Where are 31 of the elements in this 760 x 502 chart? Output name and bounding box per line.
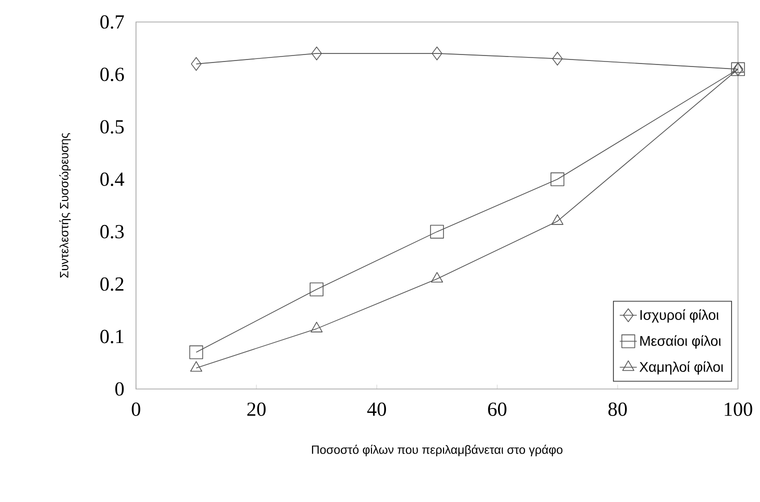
point (550, 172, 564, 186)
point (551, 214, 564, 225)
x-tick-label: 100 (724, 402, 752, 416)
x-tick-label: 60 (488, 402, 506, 416)
x-tick-label: 80 (608, 402, 627, 416)
legend-label: Μεσαίοι φίλοι (640, 335, 721, 349)
point (310, 322, 323, 332)
point (190, 361, 202, 372)
y-tick-label: 0.6 (100, 68, 124, 82)
point (310, 282, 324, 296)
point (432, 46, 442, 60)
x-tick-label: 40 (367, 402, 386, 416)
y-tick-label: 0.5 (100, 120, 124, 134)
legend-label: Χαμηλοί φίλοι (640, 361, 724, 375)
x-tick-label: 0 (132, 402, 140, 416)
point (430, 224, 444, 239)
y-tick-label: 0.1 (100, 330, 124, 344)
x-tick-label: 20 (247, 402, 266, 416)
y-tick-label: 0.4 (100, 172, 124, 186)
x-axis-title: Ποσοστό φίλων που περιλαμβάνεται στο γράφο (312, 444, 562, 456)
point (189, 345, 204, 360)
legend-label: Ισχυροί φίλοι (640, 309, 719, 323)
y-tick-label: 0.2 (100, 277, 124, 291)
y-tick-label: 0.7 (100, 15, 124, 29)
point (190, 57, 202, 71)
point (552, 52, 563, 66)
y-tick-label: 0.3 (100, 224, 124, 238)
y-axis-title: Συντελεστής Συσσώρευσης (59, 133, 71, 278)
point (311, 46, 322, 60)
y-tick-label: 0 (115, 382, 124, 396)
point (431, 272, 444, 283)
